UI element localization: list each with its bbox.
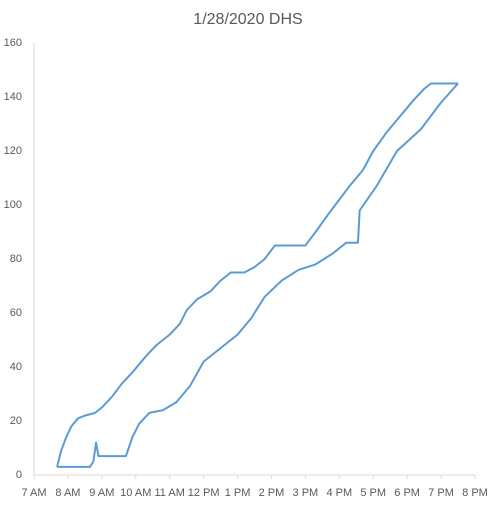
x-tick-label: 2 PM <box>259 487 285 499</box>
x-tick-label: 8 PM <box>462 487 488 499</box>
y-tick-label: 40 <box>10 361 22 373</box>
x-tick-label: 10 AM <box>120 487 151 499</box>
x-tick-label: 11 AM <box>155 487 185 499</box>
line <box>56 82 459 468</box>
x-tick-label: 5 PM <box>360 487 386 499</box>
chart-title: 1/28/2020 DHS <box>193 11 302 28</box>
y-tick-label: 140 <box>4 91 22 103</box>
x-tick-label: 6 PM <box>394 487 420 499</box>
x-tick-label: 4 PM <box>326 487 352 499</box>
y-tick-label: 80 <box>10 253 22 265</box>
x-tick-label: 8 AM <box>55 487 80 499</box>
y-tick-label: 0 <box>16 469 22 481</box>
x-tick-label: 3 PM <box>293 487 319 499</box>
x-tick-label: 9 AM <box>89 487 114 499</box>
line <box>57 82 459 468</box>
x-tick-label: 12 PM <box>188 487 220 499</box>
x-tick-label: 7 AM <box>21 487 46 499</box>
y-tick-label: 60 <box>10 307 22 319</box>
y-tick-label: 100 <box>4 199 22 211</box>
x-tick-label: 1 PM <box>225 487 251 499</box>
y-tick-label: 20 <box>10 415 22 427</box>
x-tick-label: 7 PM <box>428 487 454 499</box>
y-tick-label: 160 <box>4 37 22 49</box>
y-tick-label: 120 <box>4 145 22 157</box>
